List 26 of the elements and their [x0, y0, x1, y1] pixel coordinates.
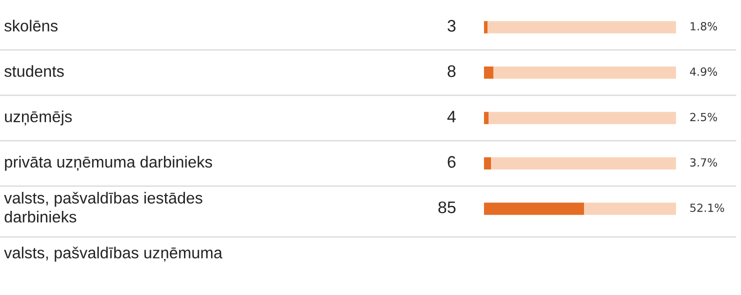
y-tick-label: valsts, pašvaldības uzņēmuma	[4, 246, 222, 262]
text: 52.1%	[690, 204, 724, 212]
y-tick-label: uzņēmējs	[5, 110, 72, 126]
data-label: 8	[448, 65, 456, 78]
bar	[484, 112, 489, 124]
data-label: 6	[448, 156, 456, 168]
text: 1.8%	[690, 22, 718, 30]
y-tick-label: privāta uzņēmuma darbinieks	[5, 156, 212, 171]
y-tick-label: students	[4, 65, 64, 77]
bar	[484, 202, 584, 215]
data-label: 4	[447, 110, 456, 122]
bar	[484, 157, 492, 170]
bar	[484, 21, 488, 34]
bar	[484, 66, 494, 79]
data-label: 3	[448, 20, 456, 32]
text: 3.7%	[690, 158, 718, 167]
y-tick-label: valsts, pašvaldības iestādes darbinieks	[4, 192, 202, 223]
data-label: 85	[438, 201, 456, 214]
bar	[493, 66, 676, 79]
bar	[584, 202, 676, 215]
text: 2.5%	[690, 112, 718, 122]
bar	[488, 21, 676, 34]
y-tick-label: skolēns	[4, 20, 58, 32]
bar	[491, 157, 676, 170]
bar	[488, 112, 676, 124]
text: 4.9%	[690, 67, 718, 76]
